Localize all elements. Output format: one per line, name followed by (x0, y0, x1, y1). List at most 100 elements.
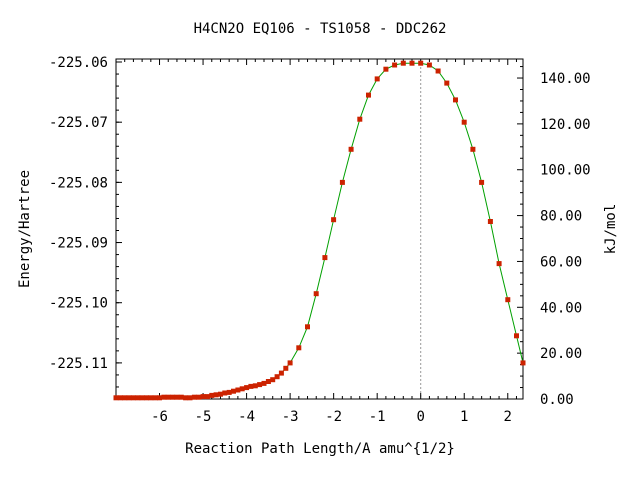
data-point-marker (374, 76, 380, 82)
x-tick-label: -1 (369, 409, 386, 425)
data-point-marker (283, 365, 289, 371)
x-tick-label: -6 (151, 409, 168, 425)
data-point-marker (135, 395, 141, 401)
y2-axis-label: kJ/mol (603, 204, 619, 255)
y-tick-label: -225.10 (49, 296, 108, 312)
y2-tick-label: 100.00 (540, 163, 591, 179)
y2-tick-label: 120.00 (540, 117, 591, 133)
data-point-marker (144, 395, 149, 401)
data-point-marker (183, 395, 189, 401)
y2-tick-label: 0.00 (540, 392, 574, 408)
data-point-marker (305, 324, 310, 330)
data-point-marker (218, 391, 223, 397)
data-point-marker (148, 395, 154, 401)
data-point-marker (392, 62, 398, 68)
y2-tick-labels: 0.00 20.00 40.00 60.00 80.00 100.00 120.00 140.… (540, 71, 591, 408)
data-point-marker (470, 146, 476, 152)
chart-title: H4CN2O EQ106 - TS1058 - DDC262 (194, 21, 447, 37)
y2-tick-label: 140.00 (540, 71, 591, 87)
data-point-marker (161, 394, 167, 400)
data-point-marker (239, 386, 245, 392)
axis-ticks (116, 59, 523, 400)
data-point-marker (204, 394, 210, 400)
data-point-marker (461, 119, 467, 125)
series-line (116, 62, 524, 399)
data-point-marker (130, 395, 136, 401)
data-point-marker (231, 388, 236, 394)
data-point-marker (487, 219, 493, 224)
data-point-marker (409, 60, 415, 66)
data-point-marker (226, 389, 232, 395)
data-point-marker (157, 395, 162, 401)
data-point-marker (444, 80, 450, 86)
data-point-marker (222, 390, 228, 396)
data-point-marker (453, 97, 458, 103)
x-tick-label: 2 (504, 409, 512, 425)
y-tick-labels: -225.11 -225.10 -225.09 -225.08 -225.07 -225.… (49, 55, 108, 372)
data-point-marker (187, 395, 193, 401)
data-point-marker (357, 116, 363, 122)
x-tick-labels: -6 -5 -4 -3 -2 -1 0 1 2 (151, 409, 512, 425)
y-tick-label: -225.08 (49, 175, 108, 191)
data-point-marker (520, 360, 526, 366)
data-point-marker (339, 179, 345, 185)
data-point-marker (257, 382, 263, 388)
data-point-marker (235, 387, 241, 393)
y2-tick-label: 40.00 (540, 300, 582, 316)
data-point-marker (426, 62, 432, 68)
data-point-marker (278, 370, 284, 376)
data-point-marker (265, 379, 271, 384)
data-point-marker (479, 179, 485, 185)
x-tick-label: -3 (282, 409, 299, 425)
data-point-marker (170, 394, 176, 400)
data-point-marker (514, 333, 519, 339)
y-tick-label: -225.11 (49, 356, 108, 372)
data-point-marker (383, 66, 389, 72)
data-point-marker (270, 377, 276, 383)
data-point-marker (505, 297, 511, 303)
data-point-marker (209, 392, 215, 398)
data-point-marker (322, 255, 328, 261)
data-point-marker (287, 360, 293, 366)
data-point-marker (178, 394, 184, 400)
data-point-marker (296, 345, 302, 351)
x-tick-label: -2 (325, 409, 342, 425)
data-point-marker (435, 68, 441, 74)
data-point-marker (165, 394, 171, 400)
data-point-marker (496, 261, 502, 267)
plot-frame (115, 58, 524, 400)
y-tick-label: -225.06 (49, 55, 108, 71)
x-tick-label: -5 (195, 409, 212, 425)
y2-tick-label: 20.00 (540, 346, 582, 362)
data-point-marker (418, 60, 424, 66)
data-point-marker (122, 395, 128, 401)
data-point-marker (200, 394, 206, 400)
y-axis-label: Energy/Hartree (17, 170, 33, 288)
data-point-marker (196, 394, 202, 400)
x-tick-label: -4 (238, 409, 255, 425)
x-axis-label: Reaction Path Length/A amu^{1/2} (185, 441, 455, 457)
data-point-marker (274, 374, 280, 380)
data-point-marker (348, 146, 354, 152)
series-line-layer (116, 62, 524, 399)
plot-area (113, 58, 526, 401)
data-point-marker (174, 394, 180, 400)
data-point-marker (400, 60, 406, 66)
data-point-marker (252, 383, 258, 389)
x-tick-label: 0 (416, 409, 424, 425)
data-point-marker (113, 395, 119, 401)
y-tick-label: -225.09 (49, 236, 108, 252)
data-point-marker (126, 395, 132, 401)
data-point-marker (261, 380, 267, 386)
x-tick-label: 1 (460, 409, 468, 425)
data-point-marker (244, 385, 250, 391)
y-tick-label: -225.07 (49, 115, 108, 131)
y2-tick-label: 60.00 (540, 254, 582, 270)
data-point-marker (313, 291, 319, 297)
data-point-marker (213, 392, 219, 398)
data-point-marker (331, 217, 337, 223)
data-point-marker (248, 383, 254, 389)
data-point-marker (191, 394, 197, 400)
data-point-marker (152, 395, 158, 401)
